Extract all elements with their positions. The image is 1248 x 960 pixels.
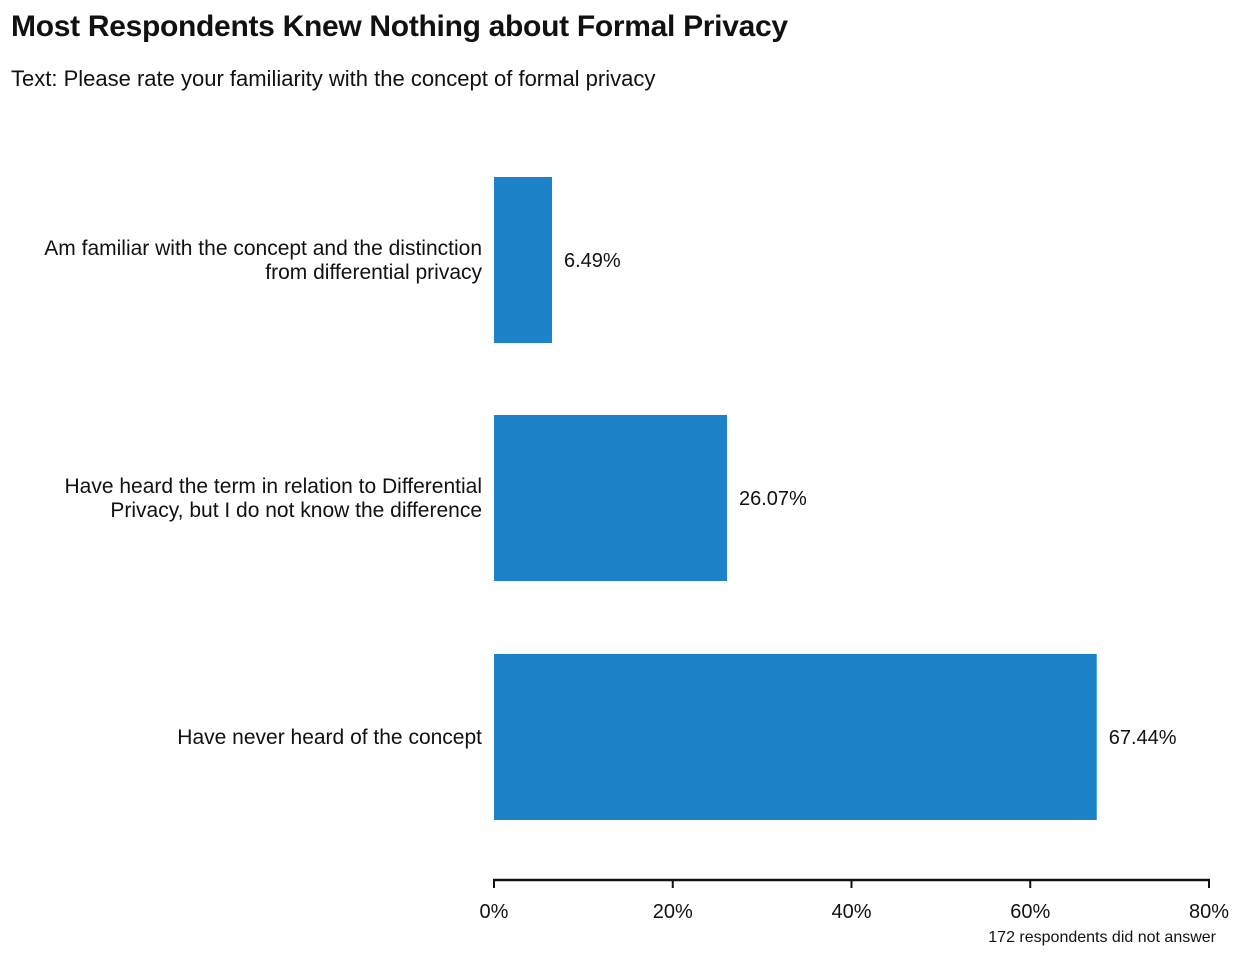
- chart-subtitle: Text: Please rate your familiarity with …: [11, 66, 656, 91]
- x-tick-label-40: 40%: [831, 901, 871, 923]
- bar-1: [494, 177, 553, 343]
- chart-caption: 172 respondents did not answer: [988, 929, 1216, 946]
- category-label-2: Have heard the term in relation to Diffe…: [65, 475, 483, 522]
- x-axis: 0% 20% 40% 60% 80%: [480, 878, 1229, 923]
- chart-title: Most Respondents Knew Nothing about Form…: [11, 10, 788, 43]
- x-tick-label-80: 80%: [1189, 901, 1229, 923]
- x-tick-label-20: 20%: [653, 901, 693, 923]
- category-label-3: Have never heard of the concept: [177, 726, 482, 749]
- x-tick-label-60: 60%: [1010, 901, 1050, 923]
- bar-2: [494, 415, 728, 581]
- bar-3: [494, 654, 1097, 820]
- value-label-2: 26.07%: [739, 488, 807, 510]
- category-label-1: Am familiar with the concept and the dis…: [44, 237, 482, 284]
- category-labels: Am familiar with the concept and the dis…: [44, 237, 482, 749]
- bars-layer: [494, 177, 1097, 820]
- value-labels: 6.49% 26.07% 67.44%: [564, 250, 1177, 749]
- value-label-1: 6.49%: [564, 250, 621, 272]
- x-tick-label-0: 0%: [480, 901, 509, 923]
- value-label-3: 67.44%: [1109, 727, 1177, 749]
